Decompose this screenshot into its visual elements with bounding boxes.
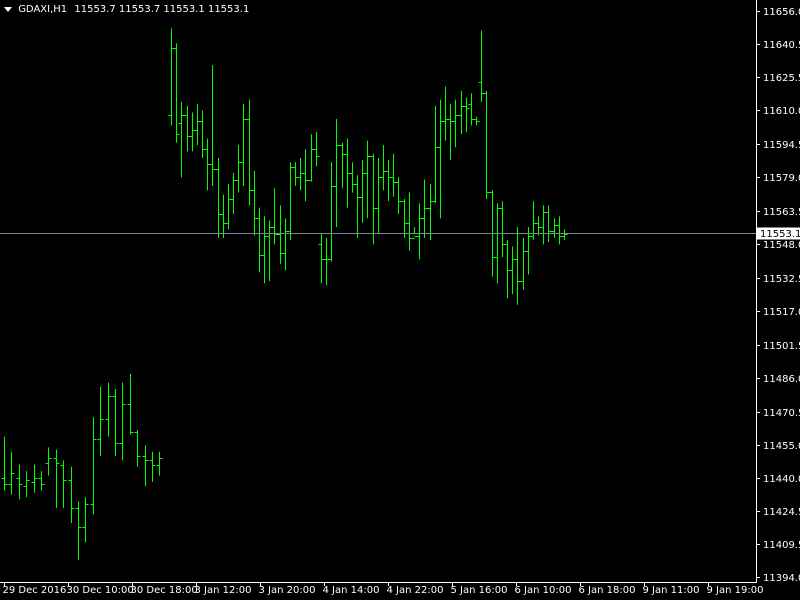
y-tick-label: 11394.0 xyxy=(763,573,800,584)
y-tick-label: 11424.5 xyxy=(763,507,800,518)
x-tick-label: 29 Dec 2016 xyxy=(3,585,67,596)
chart-header: GDAXI,H1 11553.7 11553.7 11553.1 11553.1 xyxy=(4,4,249,16)
y-tick-label: 11532.5 xyxy=(763,274,800,285)
symbol-label: GDAXI,H1 xyxy=(18,4,68,15)
x-tick-label: 3 Jan 12:00 xyxy=(195,585,252,596)
x-tick-label: 6 Jan 10:00 xyxy=(515,585,572,596)
x-tick-label: 6 Jan 18:00 xyxy=(579,585,636,596)
y-tick-label: 11610.0 xyxy=(763,106,800,117)
y-tick-label: 11455.0 xyxy=(763,441,800,452)
current-price-label: 11553.1 xyxy=(760,229,800,240)
x-tick-label: 30 Dec 10:00 xyxy=(67,585,134,596)
y-tick-label: 11640.5 xyxy=(763,40,800,51)
current-price-tag xyxy=(757,227,800,240)
x-tick-label: 30 Dec 18:00 xyxy=(131,585,198,596)
x-tick-label: 9 Jan 19:00 xyxy=(707,585,764,596)
x-tick-label: 5 Jan 16:00 xyxy=(451,585,508,596)
y-tick-label: 11656.0 xyxy=(763,7,800,18)
dropdown-arrow-icon[interactable] xyxy=(4,7,12,12)
y-tick-label: 11625.5 xyxy=(763,73,800,84)
x-tick-label: 4 Jan 14:00 xyxy=(323,585,380,596)
y-tick-label: 11440.0 xyxy=(763,474,800,485)
y-tick-label: 11501.5 xyxy=(763,341,800,352)
y-tick-label: 11517.0 xyxy=(763,307,800,318)
x-tick-label: 9 Jan 11:00 xyxy=(643,585,700,596)
y-tick-label: 11579.0 xyxy=(763,173,800,184)
y-tick-label: 11409.5 xyxy=(763,540,800,551)
ohlc-readout: 11553.7 11553.7 11553.1 11553.1 xyxy=(74,4,250,15)
y-tick-label: 11594.5 xyxy=(763,140,800,151)
x-tick-label: 3 Jan 20:00 xyxy=(259,585,316,596)
y-tick-label: 11486.0 xyxy=(763,374,800,385)
y-tick-label: 11563.5 xyxy=(763,207,800,218)
x-tick-label: 4 Jan 22:00 xyxy=(387,585,444,596)
y-tick-label: 11470.5 xyxy=(763,408,800,419)
y-tick-label: 11548.0 xyxy=(763,240,800,251)
